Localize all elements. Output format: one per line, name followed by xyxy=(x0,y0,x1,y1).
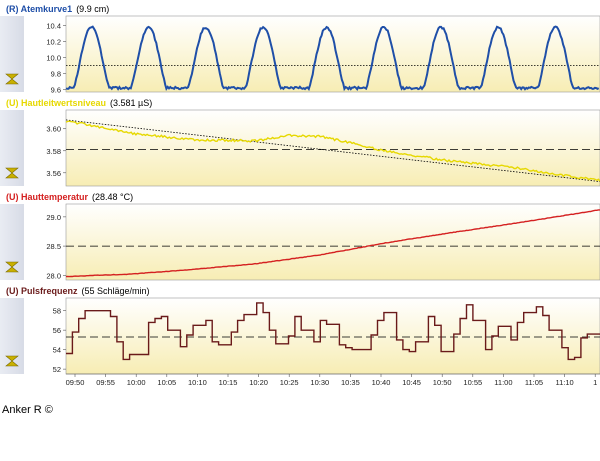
time-tick-label: 10:05 xyxy=(157,378,176,387)
y-tick-label: 9.6 xyxy=(51,86,61,95)
time-tick-label: 10:00 xyxy=(127,378,146,387)
multi-panel-chart: 10.4 10.2 10.0 9.8 9.6 3.60 3.58 3.56 29.0 28.5 28… xyxy=(0,15,600,387)
copyright-credit: Anker R © xyxy=(2,404,53,416)
plot-area xyxy=(65,297,600,375)
series-line-atemkurve xyxy=(65,25,600,92)
y-tick-label: 54 xyxy=(53,346,61,355)
time-tick-label: 10:15 xyxy=(219,378,238,387)
panel-title-hautleitwert: (U) Hautleitwertsniveau (3.581 µS) xyxy=(6,98,152,108)
panel-atemkurve: 10.4 10.2 10.0 9.8 9.6 xyxy=(0,15,600,95)
time-tick-label: 10:40 xyxy=(372,378,391,387)
plot-area xyxy=(65,203,600,281)
panel-title-hauttemperatur: (U) Hauttemperatur (28.48 °C) xyxy=(6,192,133,202)
y-tick-label: 29.0 xyxy=(46,213,61,222)
y-tick-label: 28.5 xyxy=(46,242,61,251)
y-tick-label: 3.56 xyxy=(46,169,61,178)
series-line-hauttemperatur xyxy=(66,209,600,278)
time-tick-label: 10:25 xyxy=(280,378,299,387)
time-tick-label: 10:35 xyxy=(341,378,360,387)
y-tick-label: 10.4 xyxy=(46,22,61,31)
pulsfrequenz-value: (55 Schläge/min) xyxy=(81,286,150,296)
time-tick-label: 11:00 xyxy=(494,378,512,387)
hauttemperatur-label: (U) Hauttemperatur xyxy=(6,192,89,202)
y-tick-label: 28.0 xyxy=(46,271,61,280)
hauttemperatur-value: (28.48 °C) xyxy=(92,192,134,202)
y-tick-label: 56 xyxy=(53,326,61,335)
hourglass-icon[interactable] xyxy=(5,261,19,273)
trend-line xyxy=(65,119,600,182)
time-tick-label: 10:10 xyxy=(188,378,207,387)
hautleitwert-label: (U) Hautleitwertsniveau xyxy=(6,98,107,108)
panel-title-pulsfrequenz: (U) Pulsfrequenz (55 Schläge/min) xyxy=(6,286,150,296)
atemkurve-value: (9.9 cm) xyxy=(76,4,110,14)
time-tick-label: 10:50 xyxy=(433,378,452,387)
time-tick-label: 09:55 xyxy=(96,378,115,387)
time-tick-label: 10:30 xyxy=(310,378,329,387)
y-tick-label: 3.60 xyxy=(46,125,61,134)
y-tick-label: 10.0 xyxy=(46,54,61,63)
time-tick-label: 10:55 xyxy=(463,378,482,387)
panel-hauttemperatur: 29.0 28.5 28.0 xyxy=(0,203,600,281)
time-tick-label: 11:10 xyxy=(555,378,573,387)
time-tick-label: 10:20 xyxy=(249,378,268,387)
plot-area xyxy=(65,15,600,93)
atemkurve-label: (R) Atemkurve1 xyxy=(6,4,73,14)
time-tick-label: 1 xyxy=(593,378,597,387)
hourglass-icon[interactable] xyxy=(5,73,19,85)
panel-pulsfrequenz: 58 56 54 52 xyxy=(0,297,600,375)
time-tick-label: 09:50 xyxy=(66,378,85,387)
panel-title-atemkurve: (R) Atemkurve1 (9.9 cm) xyxy=(6,4,109,14)
y-tick-label: 3.58 xyxy=(46,147,61,156)
hourglass-icon[interactable] xyxy=(5,355,19,367)
series-line-hautleitwert xyxy=(65,120,600,182)
series-line-pulsfrequenz xyxy=(66,302,600,361)
panel-hautleitwert: 3.60 3.58 3.56 xyxy=(0,109,600,187)
hautleitwert-value: (3.581 µS) xyxy=(110,98,153,108)
time-tick-label: 10:45 xyxy=(402,378,421,387)
y-tick-label: 10.2 xyxy=(46,38,61,47)
plot-area xyxy=(65,109,600,187)
y-tick-label: 58 xyxy=(53,307,61,316)
hourglass-icon[interactable] xyxy=(5,167,19,179)
y-tick-label: 52 xyxy=(53,365,61,374)
pulsfrequenz-label: (U) Pulsfrequenz xyxy=(6,286,78,296)
y-tick-label: 9.8 xyxy=(51,70,61,79)
time-axis: 09:50 09:55 10:00 10:05 10:10 10:15 10:20 10:25… xyxy=(66,373,600,387)
time-tick-label: 11:05 xyxy=(525,378,543,387)
